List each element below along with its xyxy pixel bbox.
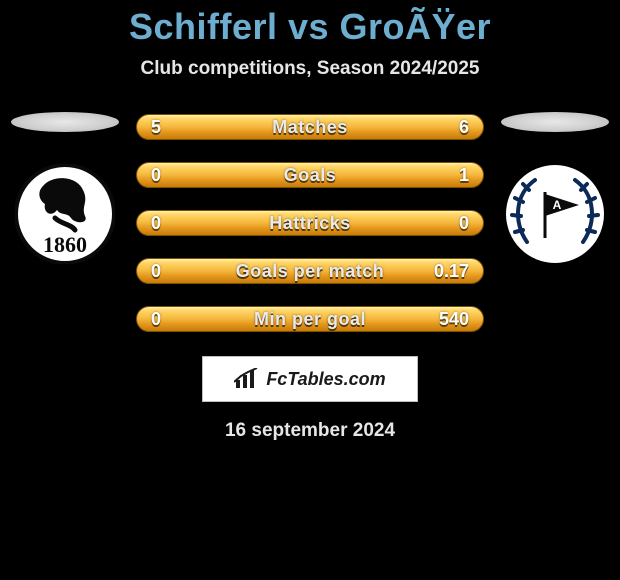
right-crest-column: A <box>496 110 614 264</box>
stat-left-value: 0 <box>151 165 191 186</box>
arminia-bielefeld-crest: A <box>505 164 605 264</box>
stat-row-goals-per-match: 0 Goals per match 0.17 <box>136 258 484 284</box>
stat-right-value: 1 <box>429 165 469 186</box>
club-crest-left-icon: 1860 <box>15 164 115 264</box>
stat-left-value: 0 <box>151 261 191 282</box>
stat-left-value: 0 <box>151 309 191 330</box>
right-ellipse-shadow <box>501 112 609 132</box>
tsv-1860-munchen-crest: 1860 <box>15 164 115 264</box>
stat-right-value: 0.17 <box>429 261 469 282</box>
brand-box: FcTables.com <box>202 356 418 402</box>
brand-text: FcTables.com <box>266 369 385 390</box>
page-subtitle: Club competitions, Season 2024/2025 <box>0 58 620 80</box>
left-crest-column: 1860 <box>6 110 124 264</box>
bar-chart-icon <box>234 368 260 390</box>
main-row: 1860 5 Matches 6 0 Goals 1 0 Hattricks 0 <box>0 110 620 332</box>
club-crest-right-icon: A <box>505 164 605 264</box>
comparison-infographic: Schifferl vs GroÃŸer Club competitions, … <box>0 0 620 580</box>
crest-letter: A <box>553 198 562 212</box>
stat-left-value: 5 <box>151 117 191 138</box>
stat-right-value: 0 <box>429 213 469 234</box>
left-ellipse-shadow <box>11 112 119 132</box>
stat-left-value: 0 <box>151 213 191 234</box>
stat-row-matches: 5 Matches 6 <box>136 114 484 140</box>
footer-date: 16 september 2024 <box>0 420 620 442</box>
stats-column: 5 Matches 6 0 Goals 1 0 Hattricks 0 0 Go… <box>136 110 484 332</box>
stat-right-value: 540 <box>429 309 469 330</box>
stat-row-hattricks: 0 Hattricks 0 <box>136 210 484 236</box>
page-title: Schifferl vs GroÃŸer <box>0 6 620 48</box>
stat-right-value: 6 <box>429 117 469 138</box>
stat-row-goals: 0 Goals 1 <box>136 162 484 188</box>
crest-year: 1860 <box>43 232 87 257</box>
stat-row-min-per-goal: 0 Min per goal 540 <box>136 306 484 332</box>
